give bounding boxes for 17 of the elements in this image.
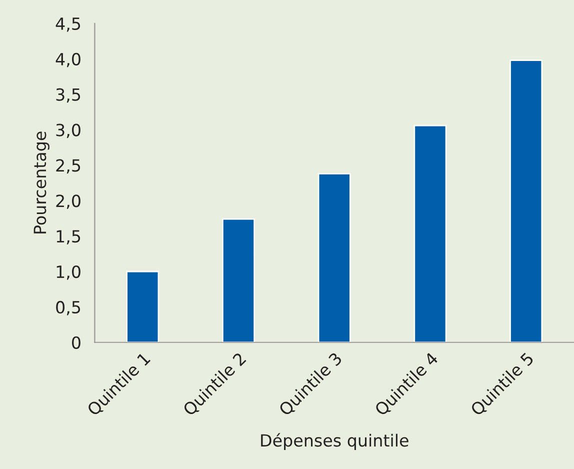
y-tick-label: 4,5 xyxy=(56,18,80,32)
y-tick-label: 0,5 xyxy=(56,300,80,316)
y-tick-label: 2,5 xyxy=(56,159,80,174)
bar xyxy=(126,270,160,342)
bar xyxy=(510,60,543,342)
y-tick-label: 1,5 xyxy=(56,230,80,244)
y-tick-label: 3,5 xyxy=(56,88,80,103)
y-axis-title: Pourcentage xyxy=(34,132,50,234)
y-tick-label: 4,0 xyxy=(56,52,80,68)
y-tick-label: 1,0 xyxy=(56,265,80,280)
y-tick-label: 0 xyxy=(72,336,80,349)
y-tick-label: 2,0 xyxy=(56,194,80,209)
bar xyxy=(414,124,447,342)
bar xyxy=(222,218,256,342)
y-tick-label: 3,0 xyxy=(56,124,80,138)
x-axis-title: Dépenses quintile xyxy=(261,433,408,450)
bar xyxy=(318,173,351,342)
